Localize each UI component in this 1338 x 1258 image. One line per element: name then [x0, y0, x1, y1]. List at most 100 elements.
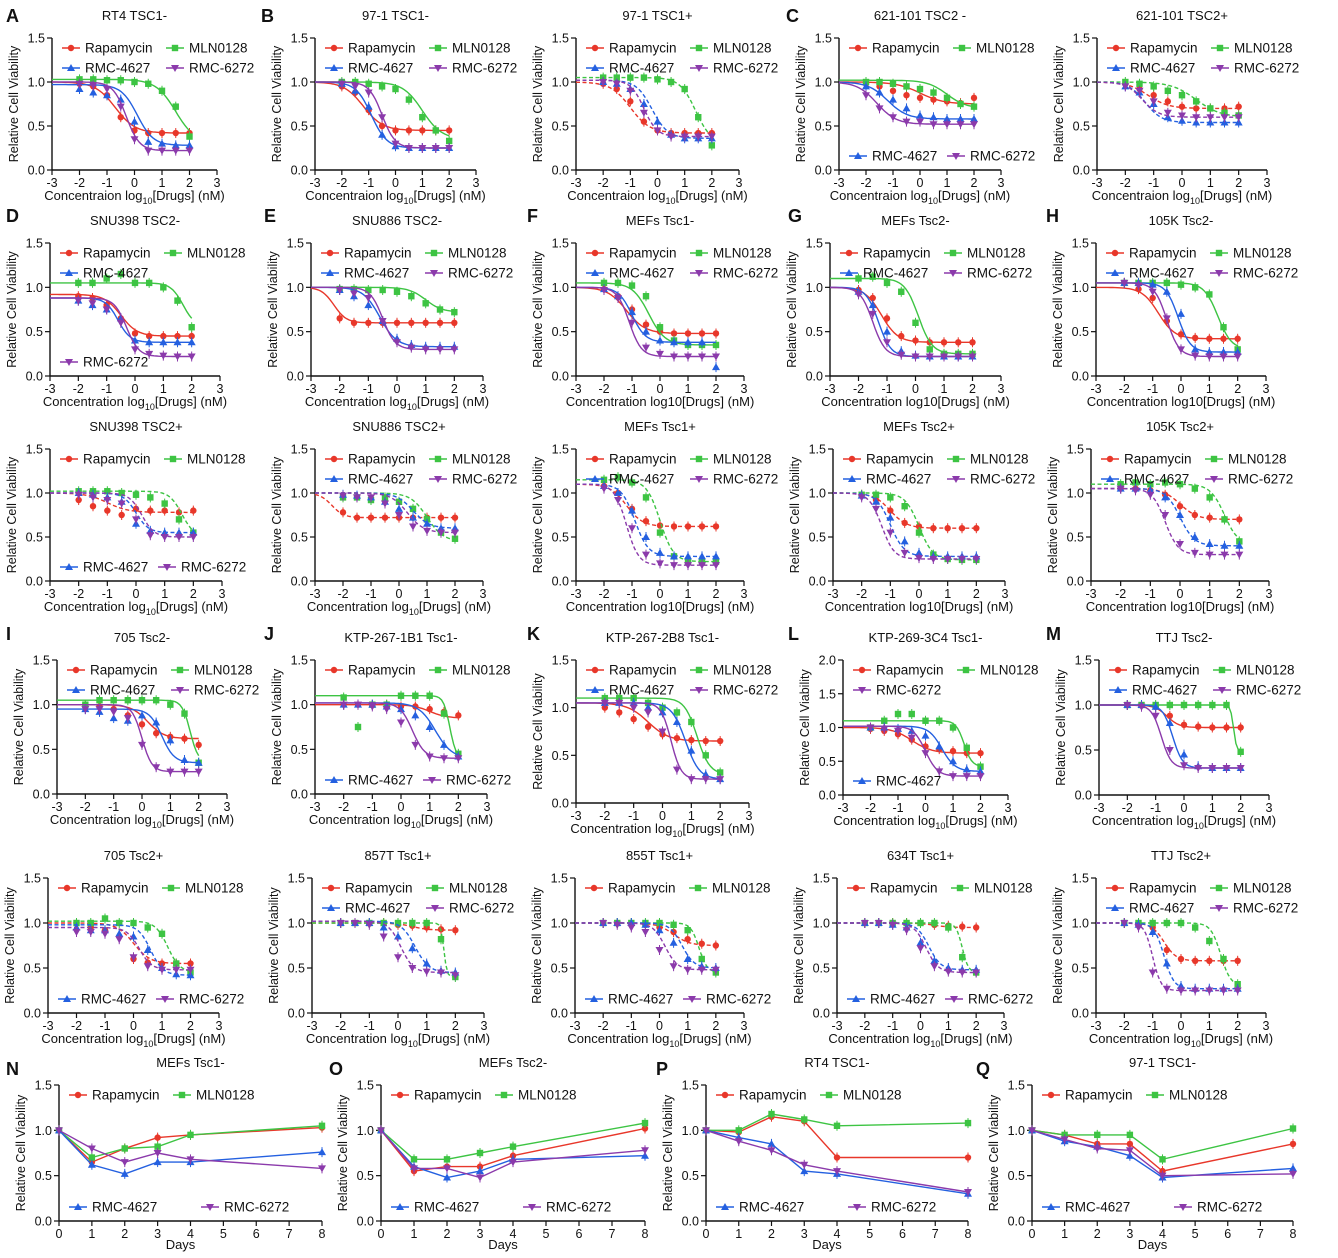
x-tick-label: -2 — [337, 587, 348, 601]
legend-swatch-marker — [396, 1203, 404, 1210]
legend-label: RMC-4627 — [870, 992, 935, 1007]
data-point — [916, 111, 924, 119]
data-point — [868, 301, 877, 309]
series-MLN0128 — [702, 1109, 972, 1136]
y-tick-label: 1.5 — [552, 443, 569, 457]
y-axis-label: Relative Cell Viability — [270, 456, 284, 573]
data-point — [735, 1127, 742, 1134]
data-point — [613, 921, 622, 929]
x-tick-label: 3 — [741, 587, 748, 601]
legend-swatch-marker — [854, 44, 862, 52]
chart-panel-20: TTJ Tsc2-0.00.51.01.5-3 -2 -1 0 1 2 3Relative … — [1054, 630, 1301, 831]
x-tick-label: 4 — [1159, 1227, 1166, 1241]
legend-label: RMC-6272 — [189, 61, 254, 76]
data-point — [613, 74, 620, 81]
chart-panel-5: 621-101 TSC2+0.00.51.01.5-3 -2 -1 0 1 2 3Relat… — [1052, 8, 1299, 206]
data-point — [888, 921, 897, 929]
chart-panel-25: TTJ Tsc2+0.00.51.01.5-3 -2 -1 0 1 2 3Relative … — [1051, 848, 1298, 1049]
series-curve — [575, 81, 712, 134]
legend-label: Rapamycin — [609, 246, 677, 261]
y-tick-label: 1.0 — [1008, 1124, 1025, 1138]
x-tick-label: -1 — [626, 382, 637, 396]
data-point — [972, 969, 981, 977]
legend-label: RMC-6272 — [1233, 266, 1298, 281]
series-RMC-4627 — [830, 286, 977, 362]
y-tick-label: 0.0 — [291, 788, 308, 802]
x-tick-label: 3 — [1263, 1019, 1270, 1033]
y-tick-label: 0.5 — [1072, 325, 1089, 339]
data-point — [118, 489, 125, 497]
legend-swatch-marker — [171, 65, 179, 72]
data-point — [642, 293, 650, 300]
x-tick-label: 0 — [392, 176, 399, 190]
data-point — [451, 529, 459, 537]
x-tick-label: 1 — [944, 587, 951, 601]
data-point — [194, 768, 203, 776]
data-point — [410, 1156, 418, 1163]
series-MLN0128 — [315, 690, 462, 759]
legend-swatch-marker — [1218, 687, 1226, 694]
data-point — [698, 552, 706, 560]
data-point — [335, 286, 344, 294]
y-tick-label: 0.0 — [682, 1215, 699, 1229]
legend-entry: RMC-4627 — [1106, 266, 1194, 281]
y-tick-label: 0.0 — [1075, 789, 1092, 803]
legend-entry: Rapamycin — [325, 452, 416, 467]
data-point — [1177, 919, 1185, 927]
series-Rapamycin — [1028, 1125, 1297, 1177]
series-curve — [576, 479, 716, 563]
legend-label: MLN0128 — [1233, 881, 1292, 896]
data-point — [174, 297, 181, 304]
data-point — [1165, 747, 1174, 754]
data-point — [639, 109, 648, 117]
data-point — [1205, 540, 1214, 548]
legend-entry: Rapamycin — [586, 246, 677, 261]
data-point — [1151, 702, 1160, 710]
data-point — [147, 494, 154, 501]
series-curve — [1031, 1129, 1294, 1172]
series-curve — [380, 1122, 646, 1160]
y-tick-label: 1.5 — [35, 1079, 52, 1093]
y-axis-label: Relative Cell Viability — [798, 669, 812, 786]
data-point — [89, 494, 97, 502]
legend-swatch-marker — [72, 686, 80, 693]
x-tick-label: 2 — [969, 382, 976, 396]
y-tick-label: 1.5 — [552, 237, 569, 251]
data-point — [391, 140, 400, 148]
data-point — [684, 330, 692, 337]
y-tick-label: 1.5 — [1072, 237, 1089, 251]
y-tick-label: 1.5 — [1067, 443, 1084, 457]
data-point — [1137, 703, 1146, 711]
y-tick-label: 0.0 — [357, 1215, 374, 1229]
data-point — [903, 83, 910, 90]
data-point — [862, 92, 870, 100]
data-point — [339, 509, 347, 516]
data-point — [131, 346, 139, 354]
data-point — [1191, 924, 1199, 931]
data-point — [916, 945, 925, 953]
y-tick-label: 1.0 — [26, 487, 43, 501]
y-axis-label: Relative Cell Viability — [14, 1094, 28, 1211]
y-axis-label: Relative Cell Viability — [531, 45, 545, 162]
data-point — [614, 279, 622, 287]
x-tick-label: -1 — [887, 176, 898, 190]
y-tick-label: 1.5 — [26, 237, 43, 251]
y-tick-label: 0.0 — [291, 164, 308, 178]
data-point — [642, 494, 650, 501]
legend-entry: Rapamycin — [1109, 663, 1200, 678]
x-tick-label: 2 — [1094, 1227, 1101, 1241]
panel-letter-G: G — [788, 206, 802, 226]
x-tick-label: 3 — [214, 176, 221, 190]
data-point — [936, 717, 943, 724]
legend-entry: Rapamycin — [1101, 452, 1192, 467]
data-point — [1163, 279, 1171, 287]
y-axis-label: Relative Cell Viability — [531, 251, 545, 368]
data-point — [1194, 723, 1202, 730]
data-point — [145, 279, 153, 287]
data-point — [670, 523, 678, 530]
x-axis-label: Days — [1138, 1237, 1168, 1252]
data-point — [411, 711, 420, 719]
series-RMC-6272 — [1096, 81, 1243, 123]
x-tick-label: -3 — [1090, 1019, 1101, 1033]
data-point — [977, 749, 984, 757]
